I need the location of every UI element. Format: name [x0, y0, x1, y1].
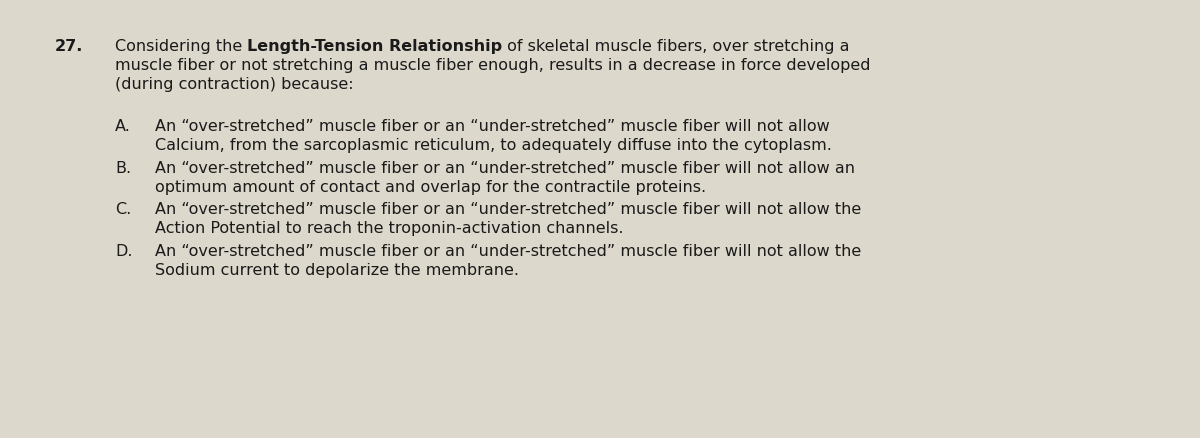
- Text: Length-Tension Relationship: Length-Tension Relationship: [247, 39, 503, 54]
- Text: D.: D.: [115, 244, 132, 258]
- Text: C.: C.: [115, 202, 131, 217]
- Text: B.: B.: [115, 160, 131, 175]
- Text: Action Potential to reach the troponin-activation channels.: Action Potential to reach the troponin-a…: [155, 221, 624, 236]
- Text: (during contraction) because:: (during contraction) because:: [115, 77, 354, 92]
- Text: optimum amount of contact and overlap for the contractile proteins.: optimum amount of contact and overlap fo…: [155, 179, 706, 194]
- Text: An “over-stretched” muscle fiber or an “under-stretched” muscle fiber will not a: An “over-stretched” muscle fiber or an “…: [155, 244, 862, 258]
- Text: of skeletal muscle fibers, over stretching a: of skeletal muscle fibers, over stretchi…: [503, 39, 850, 54]
- Text: An “over-stretched” muscle fiber or an “under-stretched” muscle fiber will not a: An “over-stretched” muscle fiber or an “…: [155, 160, 854, 175]
- Text: Considering the: Considering the: [115, 39, 247, 54]
- Text: Sodium current to depolarize the membrane.: Sodium current to depolarize the membran…: [155, 263, 520, 278]
- Text: An “over-stretched” muscle fiber or an “under-stretched” muscle fiber will not a: An “over-stretched” muscle fiber or an “…: [155, 202, 862, 217]
- Text: Calcium, from the sarcoplasmic reticulum, to adequately diffuse into the cytopla: Calcium, from the sarcoplasmic reticulum…: [155, 138, 832, 152]
- Text: A.: A.: [115, 119, 131, 134]
- Text: An “over-stretched” muscle fiber or an “under-stretched” muscle fiber will not a: An “over-stretched” muscle fiber or an “…: [155, 119, 829, 134]
- Text: 27.: 27.: [55, 39, 83, 54]
- Text: muscle fiber or not stretching a muscle fiber enough, results in a decrease in f: muscle fiber or not stretching a muscle …: [115, 58, 870, 73]
